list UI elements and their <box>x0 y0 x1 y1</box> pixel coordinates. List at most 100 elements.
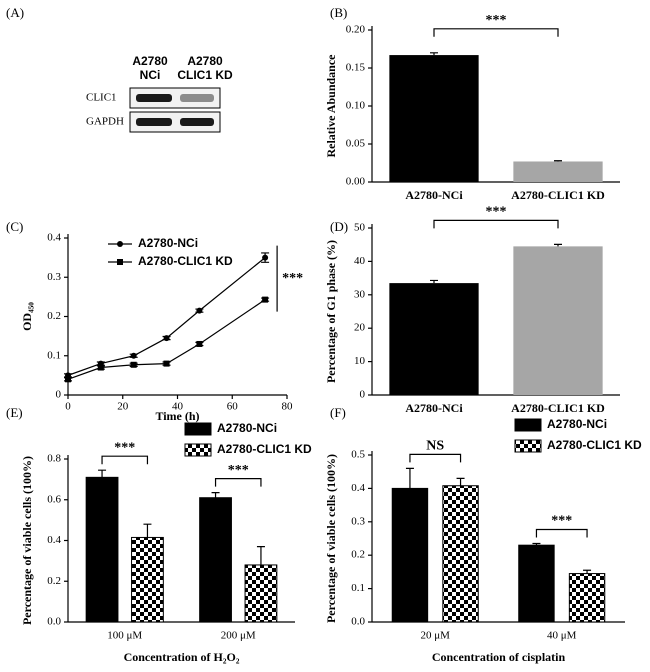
y-tick-label: 0.0 <box>47 616 61 628</box>
x-tick-label: 20 <box>117 401 129 413</box>
y-axis-title: Relative Abundance <box>324 54 338 158</box>
blot-frame <box>129 87 221 109</box>
error-bar <box>256 546 265 565</box>
x-tick-label: 60 <box>227 401 239 413</box>
error-bar <box>195 308 204 311</box>
legend-swatch <box>514 418 542 432</box>
band <box>180 118 214 126</box>
error-bar <box>261 297 270 300</box>
error-bar <box>532 542 541 546</box>
y-tick-label: 0.3 <box>47 271 61 283</box>
y-tick-label: 0.4 <box>47 534 61 546</box>
column-header: A2780 <box>187 54 223 68</box>
bar <box>131 536 164 623</box>
line <box>67 257 266 376</box>
row-label: CLIC1 <box>86 92 117 104</box>
x-tick-label: A2780-NCi <box>405 401 463 415</box>
error-bar <box>554 160 562 162</box>
y-tick-label: 0.0 <box>351 616 365 628</box>
y-axis-title: Percentage of viable cells (100%) <box>20 456 34 625</box>
error-bar <box>430 279 438 284</box>
row-label: GAPDH <box>86 116 124 128</box>
bar <box>513 246 603 395</box>
column-header: A2780 <box>132 54 168 68</box>
column-header: CLIC1 KD <box>177 68 233 82</box>
error-bar <box>162 363 171 366</box>
y-tick-label: 0.2 <box>47 575 61 587</box>
blot-frame <box>129 111 221 133</box>
y-tick-label: 0.3 <box>351 515 365 527</box>
error-bar <box>96 367 105 370</box>
bar <box>391 487 429 623</box>
x-tick-label: A2780-NCi <box>405 188 463 202</box>
bracket <box>433 219 559 229</box>
error-bar <box>195 343 204 347</box>
y-tick-label: 0.8 <box>47 453 61 465</box>
legend-label: A2780-CLIC1 KD <box>138 254 233 268</box>
legend-marker <box>117 241 123 247</box>
legend-label: A2780-CLIC1 KD <box>217 442 312 456</box>
x-tick-label: A2780-CLIC1 KD <box>511 401 605 415</box>
x-tick-label: 0 <box>65 401 71 413</box>
x-axis-title: Time (h) <box>155 409 199 423</box>
panel-label: (B) <box>330 5 347 20</box>
error-bar <box>129 355 138 358</box>
y-axis-title: Percentage of G1 phase (%) <box>324 240 338 383</box>
error-bar <box>554 243 562 247</box>
bar <box>513 161 603 182</box>
error-bar <box>195 341 204 344</box>
legend-label: A2780-NCi <box>217 421 277 435</box>
y-tick-label: 30 <box>354 288 366 300</box>
y-tick-label: 40 <box>354 255 366 267</box>
legend-marker <box>117 259 123 265</box>
error-bar <box>261 257 270 263</box>
x-axis-title: Concentration of cisplatin <box>432 650 566 664</box>
bar <box>518 544 555 623</box>
bar <box>389 55 479 182</box>
y-tick-label: 50 <box>354 222 366 234</box>
x-axis-title: Concentration of H₂O₂ <box>124 650 240 664</box>
legend-swatch <box>514 439 542 453</box>
error-bar <box>583 569 592 574</box>
error-bar <box>129 364 138 367</box>
y-tick-label: 10 <box>354 355 366 367</box>
bracket <box>101 455 149 465</box>
error-bar <box>430 52 438 56</box>
band <box>136 94 172 102</box>
error-bar <box>129 362 138 365</box>
y-tick-label: 0.20 <box>346 24 366 36</box>
annotation: *** <box>282 271 303 286</box>
annotation: *** <box>114 440 135 455</box>
column-header: NCi <box>140 68 161 82</box>
x-tick-label: A2780-CLIC1 KD <box>511 188 605 202</box>
error-bar <box>456 477 465 486</box>
bar <box>199 497 232 623</box>
error-bar <box>162 361 171 364</box>
error-bar <box>64 373 72 376</box>
bracket <box>433 28 559 37</box>
y-axis-title: Percentage of viable cells (100%) <box>324 454 338 623</box>
bar <box>442 485 479 623</box>
y-tick-label: 0.6 <box>47 493 61 505</box>
error-bar <box>405 467 414 489</box>
y-tick-label: 0.2 <box>47 310 61 322</box>
y-tick-label: 0.1 <box>47 349 61 361</box>
panel-label: (F) <box>330 405 346 420</box>
error-bar <box>98 469 107 478</box>
error-bar <box>64 379 72 382</box>
bar <box>389 283 479 395</box>
panel-label: (A) <box>6 5 24 20</box>
error-bar <box>162 335 171 339</box>
annotation: *** <box>486 13 507 28</box>
error-bar <box>261 299 270 302</box>
annotation: *** <box>551 514 572 529</box>
error-bar <box>96 361 105 364</box>
x-tick-label: 100 μM <box>107 630 142 642</box>
error-bar <box>211 492 220 498</box>
legend-label: A2780-NCi <box>138 236 198 250</box>
y-tick-label: 0.5 <box>351 449 365 461</box>
bracket <box>409 453 462 463</box>
bracket <box>214 478 262 487</box>
legend-label: A2780-NCi <box>547 417 607 431</box>
